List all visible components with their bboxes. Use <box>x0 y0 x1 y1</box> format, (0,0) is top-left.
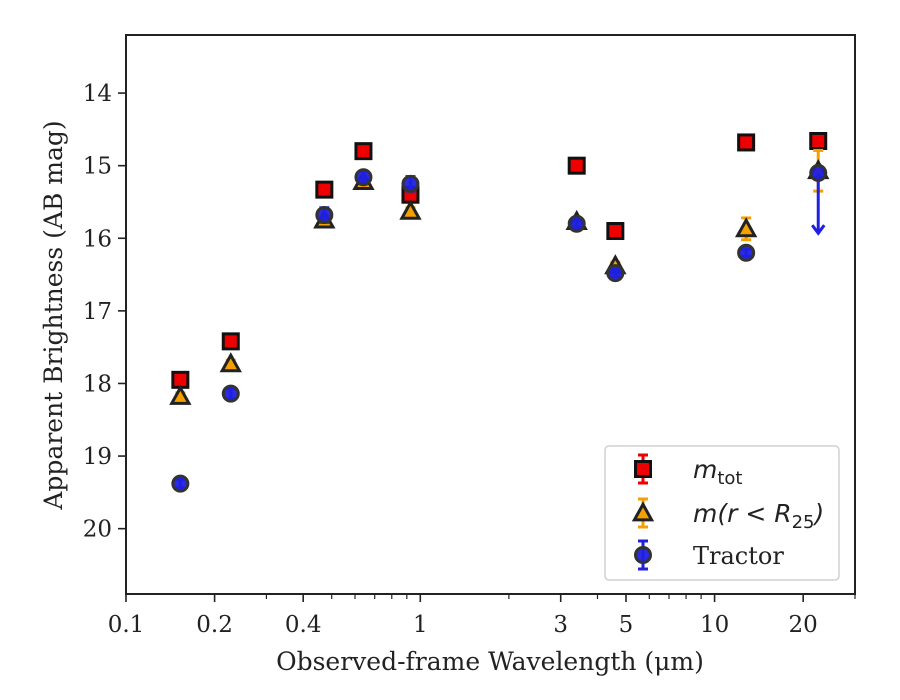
circle-marker <box>567 214 586 233</box>
x-tick-label: 3 <box>553 612 568 638</box>
circle-marker <box>171 474 190 493</box>
axes: 0.1 0.2 0.4 1 3 5 10 20 14 15 16 17 18 19 20 <box>83 34 856 638</box>
square-marker <box>606 222 625 241</box>
square-marker <box>221 332 240 351</box>
y-tick-label: 17 <box>83 299 112 325</box>
circle-marker <box>737 243 756 262</box>
triangle-marker <box>169 384 192 405</box>
y-tick-label: 20 <box>83 517 112 543</box>
y-tick-label: 14 <box>83 81 112 107</box>
square-marker <box>809 131 828 150</box>
x-tick-label: 10 <box>700 612 729 638</box>
legend-circle-marker <box>634 546 652 564</box>
square-series <box>171 131 828 389</box>
triangle-marker <box>219 352 242 373</box>
legend-subscript: 25 <box>792 512 815 533</box>
y-tick-label: 19 <box>83 444 112 470</box>
x-axis-title: Observed-frame Wavelength (μm) <box>276 647 704 676</box>
legend-label-end: ) <box>813 499 825 528</box>
square-marker <box>315 180 334 199</box>
axes-frame <box>125 34 856 595</box>
legend-label: Tractor <box>693 542 784 570</box>
legend-triangle-marker <box>631 501 655 522</box>
legend-label: m(r < R25) <box>693 499 824 533</box>
y-axis-title: Apparent Brightness (AB mag) <box>39 120 68 510</box>
legend-entry: Tractor <box>634 539 784 571</box>
upper-limit-arrow <box>811 224 826 236</box>
triangle-series <box>169 148 830 405</box>
square-marker <box>567 156 586 175</box>
square-marker <box>354 142 373 161</box>
circle-series <box>171 163 828 493</box>
x-tick-label: 20 <box>789 612 818 638</box>
x-tick-label: 5 <box>619 612 634 638</box>
legend-entry: m(r < R25) <box>631 497 824 533</box>
triangle-marker <box>734 217 758 238</box>
y-tick-label: 15 <box>83 154 112 180</box>
legend-subscript: tot <box>717 468 742 489</box>
triangle-marker <box>399 199 422 220</box>
legend-box <box>604 445 840 581</box>
x-tick-label: 1 <box>413 612 428 638</box>
circle-marker <box>315 206 334 225</box>
legend-square-marker <box>634 460 652 478</box>
circle-marker <box>221 384 240 403</box>
circle-marker <box>606 264 625 283</box>
circle-marker <box>809 163 828 182</box>
circle-marker <box>401 174 420 193</box>
circle-marker <box>354 168 373 187</box>
x-tick-label: 0.2 <box>196 612 233 638</box>
plot-area <box>169 131 830 493</box>
x-tick-label: 0.4 <box>285 612 322 638</box>
square-marker <box>737 133 756 152</box>
y-tick-label: 18 <box>83 371 112 397</box>
x-tick-label: 0.1 <box>108 612 145 638</box>
y-tick-label: 16 <box>83 226 112 252</box>
